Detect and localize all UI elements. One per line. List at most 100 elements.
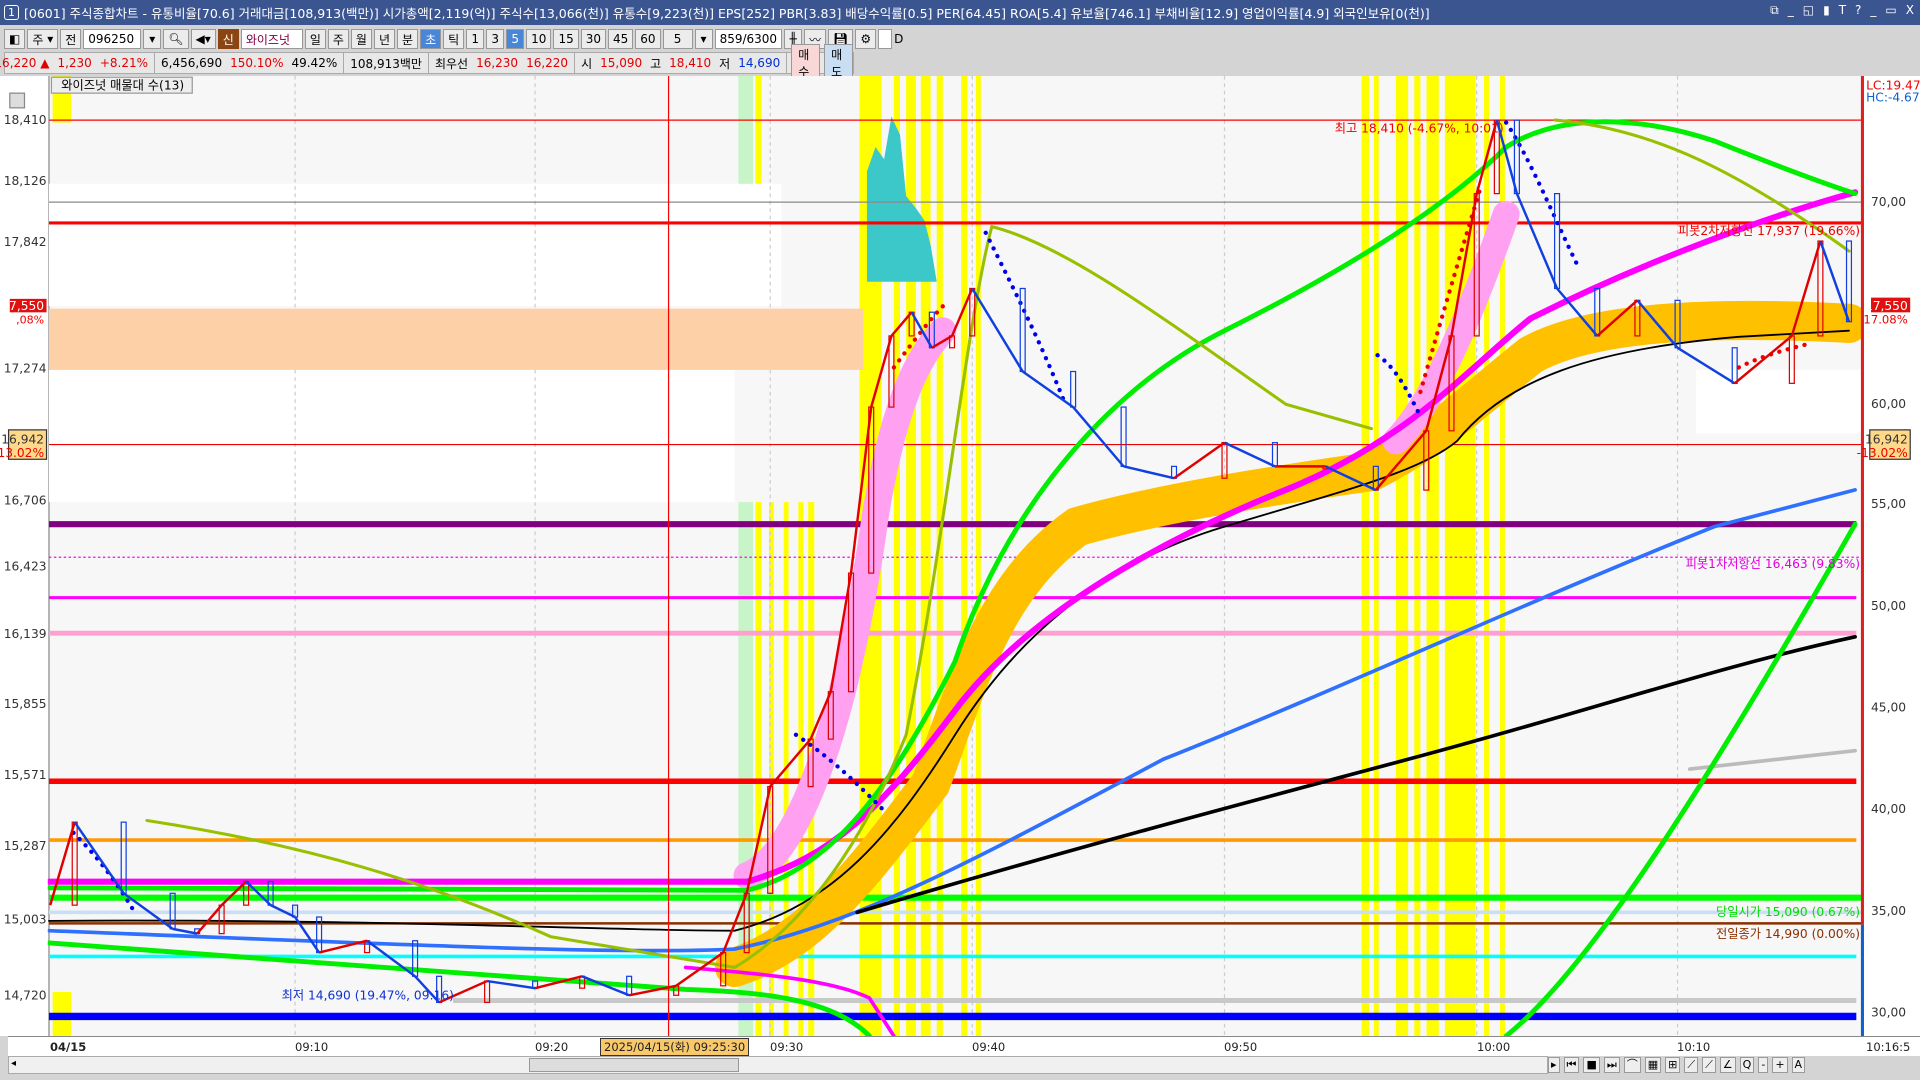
- stock-code-input[interactable]: 096250: [83, 29, 142, 49]
- ma-line-blue: [47, 488, 1857, 953]
- minimize-inner-icon[interactable]: _: [1787, 3, 1794, 17]
- unit-second[interactable]: 초: [420, 29, 442, 49]
- ma-line-olive-2: [1553, 118, 1851, 253]
- link-icon[interactable]: ⧉: [1770, 3, 1779, 17]
- title-bar: 1 [0601] 주식종합차트 - 유통비율[70.6] 거래대금[108,91…: [0, 0, 1920, 25]
- stop-icon[interactable]: ■: [1583, 1057, 1600, 1073]
- price-segment: [1596, 299, 1639, 337]
- price-segment: [534, 975, 583, 990]
- candle: [1070, 370, 1077, 408]
- marker-box-pct: -13.02%: [1857, 446, 1908, 460]
- scroll-left-icon[interactable]: ◂: [11, 1058, 17, 1069]
- minimize-button[interactable]: _: [1870, 3, 1877, 17]
- count-dropdown-icon[interactable]: ▾: [694, 29, 713, 49]
- price-segment: [1819, 240, 1851, 323]
- restore-inner-icon[interactable]: ◱: [1802, 3, 1815, 17]
- sar-dots-blue: [71, 120, 1582, 915]
- left-price-box-pct: ,08%: [16, 313, 44, 326]
- period-year[interactable]: 년: [373, 29, 396, 49]
- price-segment: [414, 975, 441, 1004]
- period-day[interactable]: 일: [304, 29, 326, 49]
- price-segment: [931, 334, 953, 349]
- price-segment: [849, 406, 873, 574]
- open-label: 시: [581, 56, 593, 71]
- first-icon[interactable]: ⏮: [1563, 1057, 1580, 1073]
- ask-price: 16,230: [476, 56, 519, 70]
- white-region: [48, 183, 782, 307]
- magnifier-icon[interactable]: Q: [1739, 1057, 1755, 1073]
- font-icon[interactable]: T: [1838, 3, 1847, 17]
- price-segment: [1790, 240, 1822, 337]
- price-segment: [675, 951, 724, 987]
- zoom-slider-icon[interactable]: ⌒: [1623, 1057, 1641, 1073]
- week-select[interactable]: 주 ▾: [27, 29, 59, 49]
- all-button[interactable]: 전: [60, 29, 82, 49]
- open-annotation: 당일시가 15,090 (0.67%): [1716, 905, 1860, 919]
- white-region: [1695, 369, 1862, 434]
- white-region: [48, 369, 735, 503]
- right-tick: 70,00: [1871, 195, 1906, 209]
- ma-line-black-long: [855, 634, 1857, 915]
- pin-icon[interactable]: ▮: [1823, 3, 1830, 17]
- hc-label: HC:-4.67: [1866, 91, 1920, 105]
- interval-60[interactable]: 60: [635, 29, 661, 49]
- trendline-icon[interactable]: ⟋: [1684, 1057, 1699, 1073]
- interval-1[interactable]: 1: [466, 29, 485, 49]
- interval-45[interactable]: 45: [608, 29, 634, 49]
- chart-area[interactable]: 18,410 18,126 17,842 17,274 16,706 16,42…: [0, 76, 1920, 1036]
- close-button[interactable]: X: [1905, 3, 1914, 17]
- zoom-out-icon[interactable]: -: [1758, 1057, 1769, 1073]
- indicator-title-box[interactable]: [50, 76, 193, 94]
- line-tool-icon[interactable]: ⟋: [1702, 1057, 1716, 1073]
- layout-icon[interactable]: ▦: [1644, 1057, 1662, 1073]
- price-series: [49, 119, 1853, 1004]
- time-tick: 09:20: [535, 1040, 569, 1054]
- gear-icon[interactable]: ⚙: [855, 29, 877, 49]
- stock-name-field[interactable]: 와이즈넛: [240, 29, 303, 49]
- interval-3[interactable]: 3: [486, 29, 505, 49]
- bar-count-input[interactable]: 859/6300: [714, 29, 783, 49]
- volume-profile: [866, 116, 937, 282]
- scroll-thumb[interactable]: [529, 1058, 739, 1072]
- current-price-box-pct: 17.08%: [1863, 312, 1907, 326]
- count-select[interactable]: 5: [662, 29, 693, 49]
- price-segment: [809, 691, 832, 740]
- marker-box-price: 16,942: [1865, 432, 1908, 446]
- price-segment: [1515, 193, 1559, 289]
- period-month[interactable]: 월: [350, 29, 372, 49]
- interval-10[interactable]: 10: [526, 29, 552, 49]
- ma-ribbon-pink: [733, 317, 957, 890]
- angle-icon[interactable]: ∠: [1719, 1057, 1736, 1073]
- unit-minute[interactable]: 분: [397, 29, 419, 49]
- zoom-in-icon[interactable]: +: [1772, 1057, 1788, 1073]
- grid-icon[interactable]: ⊞: [1665, 1057, 1681, 1073]
- price-segment: [172, 927, 198, 935]
- interval-15[interactable]: 15: [553, 29, 579, 49]
- right-tick: 55,00: [1871, 497, 1906, 511]
- low-annotation: 최저 14,690 (19.47%, 09:16): [282, 988, 454, 1002]
- period-week[interactable]: 주: [327, 29, 349, 49]
- chart-scrollbar[interactable]: ◂: [8, 1056, 1548, 1074]
- grid-settings-icon[interactable]: [9, 92, 26, 109]
- left-tick: 15,003: [4, 912, 47, 926]
- price-segment: [196, 904, 223, 935]
- unit-tick[interactable]: 틱: [443, 29, 465, 49]
- interval-5[interactable]: 5: [506, 29, 525, 49]
- panel-toggle-icon[interactable]: ◧: [4, 29, 26, 49]
- code-dropdown-icon[interactable]: ▾: [143, 29, 162, 49]
- price-segment: [1450, 193, 1478, 337]
- help-icon[interactable]: ?: [1855, 3, 1862, 17]
- interval-30[interactable]: 30: [580, 29, 606, 49]
- price-segment: [890, 311, 913, 337]
- search-icon[interactable]: 🔍︎: [163, 29, 189, 49]
- left-marker-price: 16,942: [1, 432, 44, 446]
- auto-scale-icon[interactable]: A: [1791, 1057, 1806, 1073]
- scroll-right-icon[interactable]: ▸: [1548, 1057, 1560, 1073]
- left-price-box-value: 7,550: [9, 299, 44, 313]
- sound-icon[interactable]: ◀▾: [190, 29, 216, 49]
- price-segment: [745, 786, 772, 894]
- ma-line-magenta: [45, 189, 1859, 885]
- d-checkbox[interactable]: [878, 29, 893, 49]
- maximize-button[interactable]: ▭: [1885, 3, 1897, 17]
- last-icon[interactable]: ⏭: [1603, 1057, 1620, 1073]
